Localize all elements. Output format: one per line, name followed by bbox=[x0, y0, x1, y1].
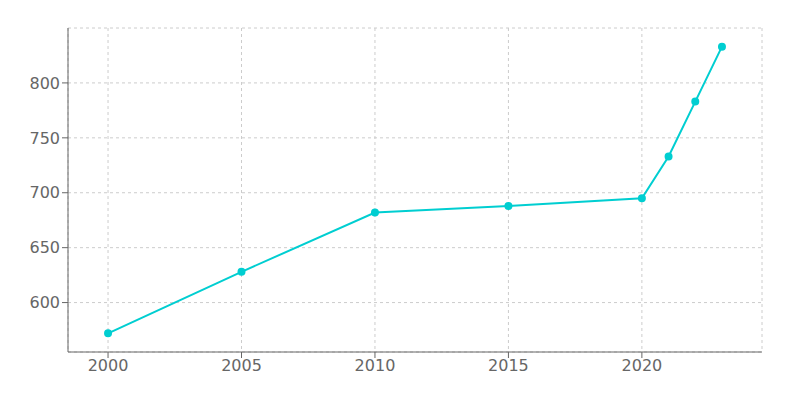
svg-text:700: 700 bbox=[29, 183, 60, 202]
svg-text:750: 750 bbox=[29, 129, 60, 148]
svg-text:2020: 2020 bbox=[622, 356, 663, 375]
svg-text:2015: 2015 bbox=[488, 356, 529, 375]
svg-text:800: 800 bbox=[29, 74, 60, 93]
svg-text:2005: 2005 bbox=[221, 356, 262, 375]
svg-text:2000: 2000 bbox=[88, 356, 129, 375]
svg-text:600: 600 bbox=[29, 293, 60, 312]
svg-text:2010: 2010 bbox=[355, 356, 396, 375]
svg-text:650: 650 bbox=[29, 238, 60, 257]
